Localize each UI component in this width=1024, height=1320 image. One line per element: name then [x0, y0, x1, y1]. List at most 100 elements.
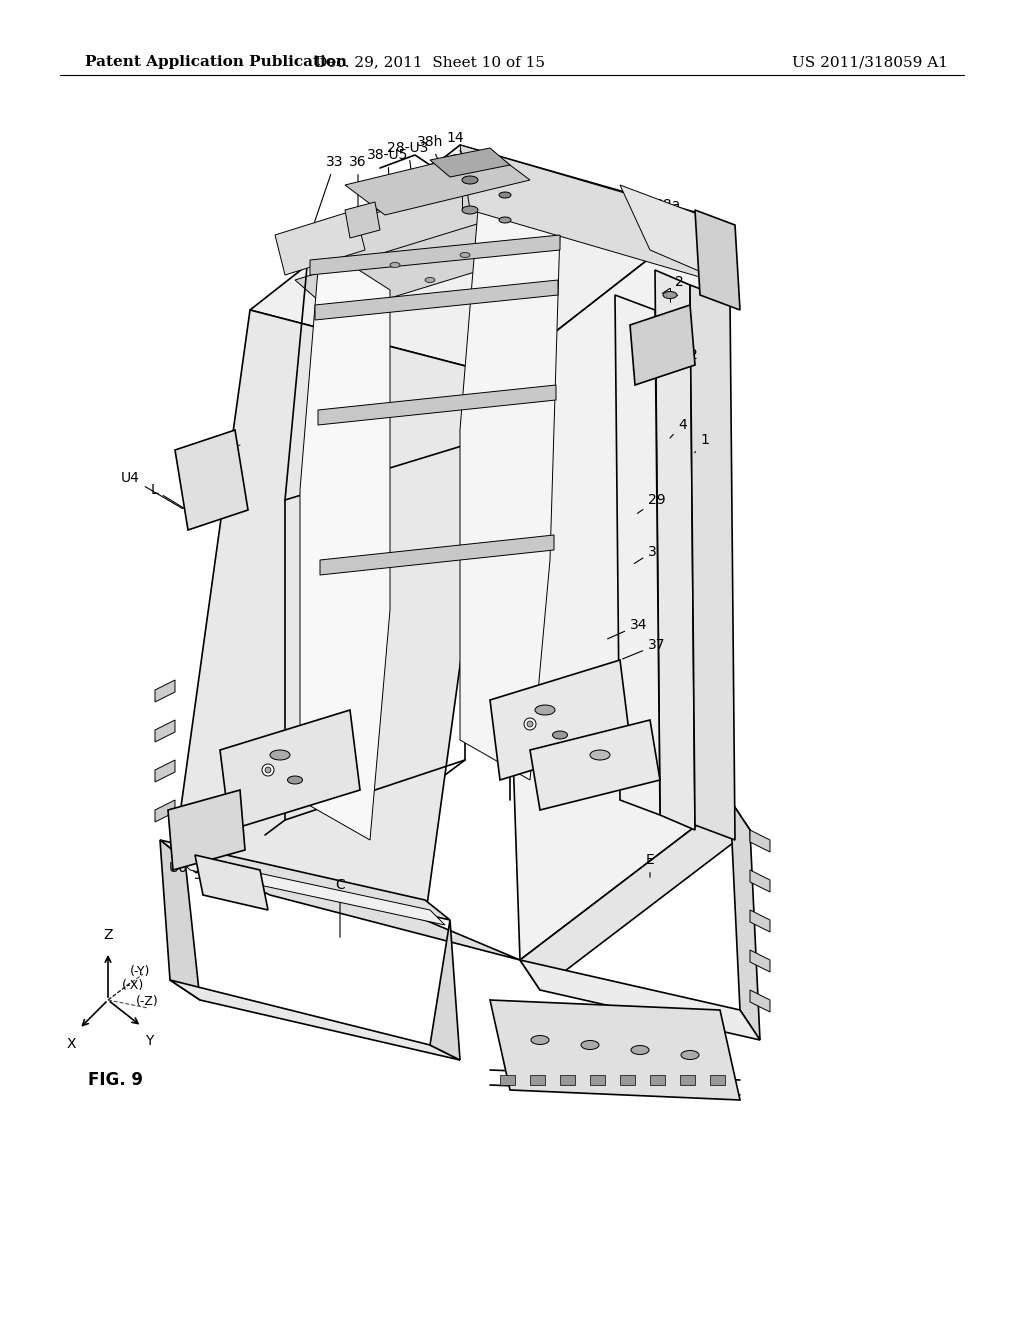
Ellipse shape — [531, 1035, 549, 1044]
Ellipse shape — [499, 216, 511, 223]
Ellipse shape — [390, 263, 400, 268]
Polygon shape — [520, 800, 750, 990]
Text: TR1: TR1 — [507, 1034, 553, 1059]
Polygon shape — [430, 920, 460, 1060]
Polygon shape — [655, 271, 695, 830]
Polygon shape — [620, 185, 720, 280]
Text: 4: 4 — [670, 418, 687, 438]
Polygon shape — [155, 680, 175, 702]
Polygon shape — [750, 909, 770, 932]
Polygon shape — [310, 176, 530, 268]
Ellipse shape — [681, 1051, 699, 1060]
Ellipse shape — [462, 206, 478, 214]
Polygon shape — [710, 1074, 725, 1085]
Ellipse shape — [499, 191, 511, 198]
Polygon shape — [315, 280, 558, 319]
Text: Patent Application Publication: Patent Application Publication — [85, 55, 347, 69]
Polygon shape — [695, 210, 740, 310]
Polygon shape — [620, 1074, 635, 1085]
Text: Dec. 29, 2011  Sheet 10 of 15: Dec. 29, 2011 Sheet 10 of 15 — [315, 55, 545, 69]
Ellipse shape — [581, 1040, 599, 1049]
Polygon shape — [175, 430, 248, 531]
Polygon shape — [275, 210, 365, 275]
Text: 37: 37 — [623, 638, 666, 659]
Text: 38h: 38h — [417, 135, 443, 173]
Polygon shape — [730, 800, 760, 1040]
Polygon shape — [750, 990, 770, 1012]
Polygon shape — [168, 789, 245, 870]
Polygon shape — [318, 385, 556, 425]
Polygon shape — [630, 305, 695, 385]
Polygon shape — [430, 148, 510, 177]
Circle shape — [524, 718, 536, 730]
Polygon shape — [500, 1074, 515, 1085]
Polygon shape — [590, 1074, 605, 1085]
Polygon shape — [155, 719, 175, 742]
Text: (-Z): (-Z) — [136, 995, 159, 1008]
Ellipse shape — [631, 1045, 649, 1055]
Polygon shape — [460, 145, 710, 280]
Ellipse shape — [663, 292, 677, 298]
Polygon shape — [680, 1074, 695, 1085]
Ellipse shape — [288, 776, 302, 784]
Text: (-Y): (-Y) — [130, 965, 151, 978]
Polygon shape — [345, 150, 530, 215]
Polygon shape — [310, 235, 560, 275]
Polygon shape — [175, 310, 500, 920]
Polygon shape — [615, 294, 660, 814]
Polygon shape — [500, 215, 730, 960]
Text: Z: Z — [103, 928, 113, 942]
Text: 38-U5: 38-U5 — [368, 148, 409, 207]
Text: 36: 36 — [349, 154, 367, 235]
Text: 1: 1 — [694, 433, 709, 453]
Polygon shape — [250, 145, 705, 375]
Polygon shape — [750, 870, 770, 892]
Polygon shape — [650, 1074, 665, 1085]
Polygon shape — [530, 1074, 545, 1085]
Text: 34: 34 — [607, 618, 647, 639]
Text: (-X): (-X) — [122, 979, 144, 993]
Polygon shape — [490, 660, 630, 780]
Text: E: E — [645, 853, 654, 878]
Polygon shape — [530, 719, 660, 810]
Text: L: L — [151, 483, 198, 516]
Text: 3: 3 — [634, 545, 656, 564]
Polygon shape — [490, 1001, 740, 1100]
Polygon shape — [520, 960, 760, 1040]
Ellipse shape — [460, 252, 470, 257]
Polygon shape — [295, 220, 530, 315]
Polygon shape — [460, 185, 560, 780]
Polygon shape — [170, 979, 460, 1060]
Polygon shape — [690, 285, 735, 840]
Polygon shape — [155, 800, 175, 822]
Polygon shape — [560, 1074, 575, 1085]
Ellipse shape — [590, 750, 610, 760]
Circle shape — [265, 767, 271, 774]
Ellipse shape — [462, 176, 478, 183]
Text: 14: 14 — [446, 131, 469, 173]
Text: 38a: 38a — [655, 198, 681, 222]
Polygon shape — [160, 840, 200, 1001]
Circle shape — [262, 764, 274, 776]
Text: C: C — [335, 878, 345, 937]
Text: 51: 51 — [195, 869, 238, 882]
Circle shape — [527, 721, 534, 727]
Text: U4: U4 — [121, 471, 182, 508]
Polygon shape — [750, 950, 770, 972]
Polygon shape — [175, 850, 520, 960]
Text: Rr: Rr — [650, 333, 666, 352]
Text: 33: 33 — [306, 154, 344, 247]
Polygon shape — [220, 710, 360, 830]
Polygon shape — [155, 760, 175, 781]
Text: U6: U6 — [169, 861, 217, 878]
Text: 28-U3: 28-U3 — [387, 141, 429, 195]
Polygon shape — [175, 855, 445, 925]
Text: 29: 29 — [637, 492, 666, 513]
Text: Y: Y — [145, 1035, 154, 1048]
Polygon shape — [750, 830, 770, 851]
Text: U2: U2 — [677, 348, 698, 368]
Ellipse shape — [535, 705, 555, 715]
Polygon shape — [300, 246, 390, 840]
Text: 2: 2 — [663, 275, 684, 293]
Polygon shape — [160, 840, 450, 920]
